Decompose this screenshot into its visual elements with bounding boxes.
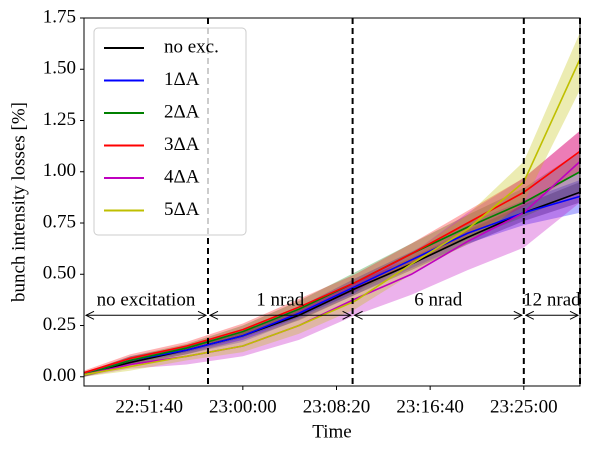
legend-label: 2ΔA [164,101,200,122]
annotation-label: 6 nrad [414,290,463,311]
x-axis-label: Time [312,421,351,442]
x-tick-label: 23:00:00 [209,396,277,417]
line [83,195,581,376]
y-axis-label: bunch intensity losses [%] [8,102,29,302]
annotation-label: 12 nrad [523,290,581,311]
x-tick-label: 23:16:40 [396,396,464,417]
y-tick-label: 0.50 [43,263,76,284]
line [83,191,581,376]
plot-frame [83,17,581,387]
y-tick-label: 0.75 [43,211,76,232]
annotation-label: no excitation [97,290,196,311]
band [84,32,580,377]
line [83,171,581,376]
legend-label: 4ΔA [164,166,200,187]
y-tick-label: 0.25 [43,314,76,335]
legend-label: 3ΔA [164,134,200,155]
y-tick-label: 1.25 [43,109,76,130]
annotation-label: 1 nrad [256,290,305,311]
y-tick-label: 1.50 [43,58,76,79]
legend-label: no exc. [164,36,219,57]
legend-label: 1ΔA [164,69,200,90]
x-tick-label: 23:08:20 [303,396,371,417]
legend-label: 5ΔA [164,199,200,220]
y-tick-label: 1.75 [43,6,76,27]
y-tick-label: 0.00 [43,365,76,386]
line [83,150,581,374]
x-tick-label: 23:25:00 [490,396,558,417]
band [84,130,580,377]
y-tick-label: 1.00 [43,160,76,181]
x-tick-label: 22:51:40 [115,396,183,417]
